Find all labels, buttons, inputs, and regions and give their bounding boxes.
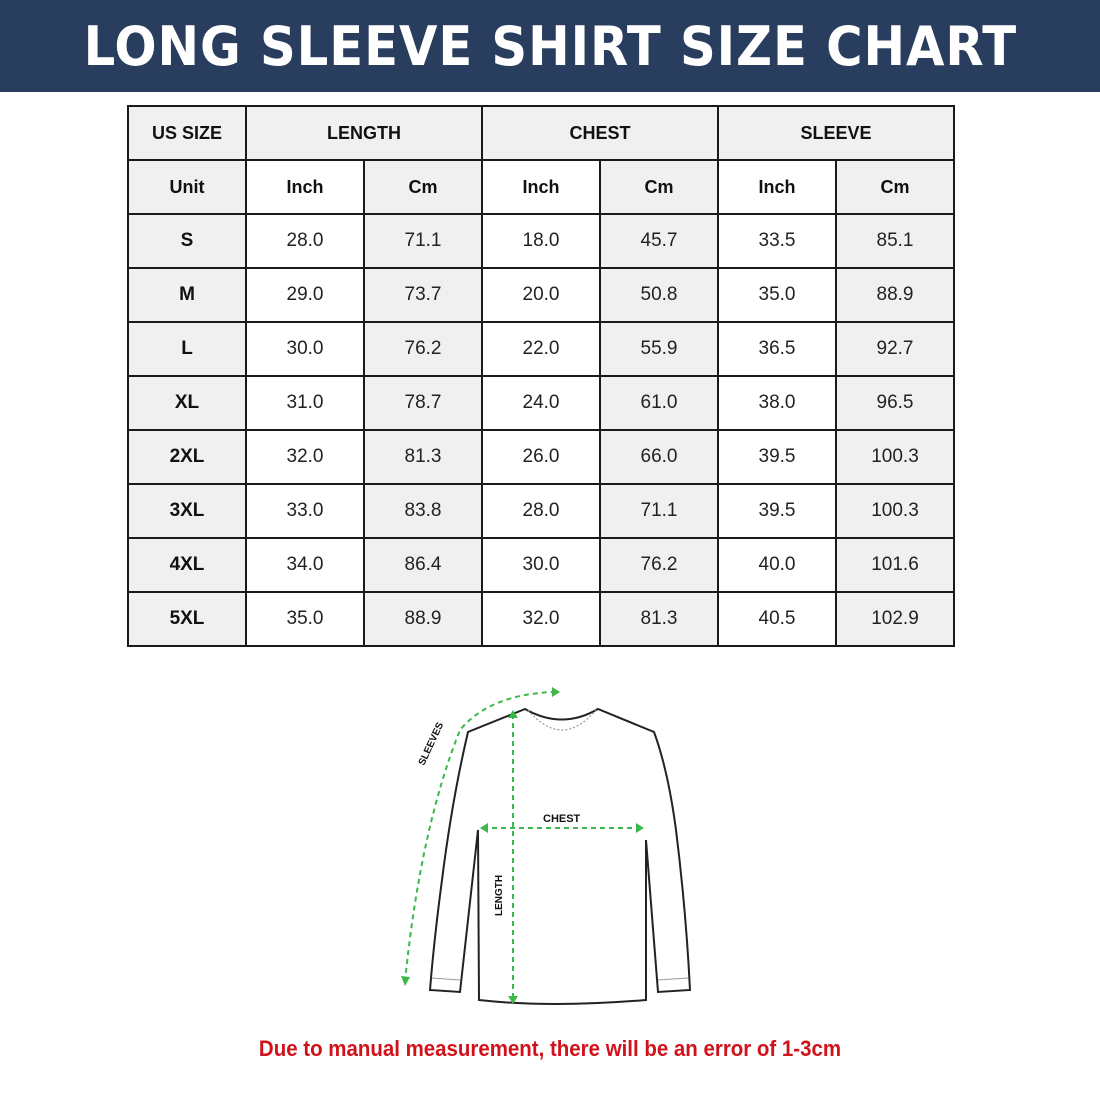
value-cell: 100.3 bbox=[835, 483, 955, 539]
value-cell: 20.0 bbox=[481, 267, 601, 323]
header-sleeve: SLEEVE bbox=[717, 105, 955, 161]
table-row: 3XL 33.0 83.8 28.0 71.1 39.5 100.3 bbox=[127, 483, 955, 539]
value-cell: 50.8 bbox=[599, 267, 719, 323]
size-cell: XL bbox=[127, 375, 247, 431]
unit-row: Unit Inch Cm Inch Cm Inch Cm bbox=[127, 159, 955, 215]
header-chest: CHEST bbox=[481, 105, 719, 161]
size-cell: M bbox=[127, 267, 247, 323]
value-cell: 22.0 bbox=[481, 321, 601, 377]
value-cell: 32.0 bbox=[245, 429, 365, 485]
value-cell: 86.4 bbox=[363, 537, 483, 593]
table-header-row: US SIZE LENGTH CHEST SLEEVE bbox=[127, 105, 955, 161]
size-cell: 2XL bbox=[127, 429, 247, 485]
shirt-outline-icon bbox=[428, 707, 692, 1005]
measurement-note: Due to manual measurement, there will be… bbox=[258, 1036, 842, 1061]
value-cell: 30.0 bbox=[481, 537, 601, 593]
table-row: 5XL 35.0 88.9 32.0 81.3 40.5 102.9 bbox=[127, 591, 955, 647]
value-cell: 35.0 bbox=[245, 591, 365, 647]
value-cell: 39.5 bbox=[717, 429, 837, 485]
unit-cell: Inch bbox=[245, 159, 365, 215]
value-cell: 38.0 bbox=[717, 375, 837, 431]
value-cell: 81.3 bbox=[363, 429, 483, 485]
table-row: XL 31.0 78.7 24.0 61.0 38.0 96.5 bbox=[127, 375, 955, 431]
unit-label: Unit bbox=[127, 159, 247, 215]
value-cell: 28.0 bbox=[481, 483, 601, 539]
page-title: LONG SLEEVE SHIRT SIZE CHART bbox=[83, 14, 1017, 78]
value-cell: 76.2 bbox=[599, 537, 719, 593]
value-cell: 102.9 bbox=[835, 591, 955, 647]
value-cell: 40.5 bbox=[717, 591, 837, 647]
value-cell: 35.0 bbox=[717, 267, 837, 323]
value-cell: 55.9 bbox=[599, 321, 719, 377]
value-cell: 88.9 bbox=[363, 591, 483, 647]
value-cell: 66.0 bbox=[599, 429, 719, 485]
value-cell: 32.0 bbox=[481, 591, 601, 647]
value-cell: 96.5 bbox=[835, 375, 955, 431]
value-cell: 76.2 bbox=[363, 321, 483, 377]
sleeves-label: SLEEVES bbox=[417, 721, 447, 768]
header-us-size: US SIZE bbox=[127, 105, 247, 161]
value-cell: 78.7 bbox=[363, 375, 483, 431]
value-cell: 34.0 bbox=[245, 537, 365, 593]
size-cell: 5XL bbox=[127, 591, 247, 647]
value-cell: 71.1 bbox=[599, 483, 719, 539]
value-cell: 45.7 bbox=[599, 213, 719, 269]
value-cell: 85.1 bbox=[835, 213, 955, 269]
length-label: LENGTH bbox=[494, 875, 505, 916]
value-cell: 61.0 bbox=[599, 375, 719, 431]
value-cell: 71.1 bbox=[363, 213, 483, 269]
table-row: 2XL 32.0 81.3 26.0 66.0 39.5 100.3 bbox=[127, 429, 955, 485]
value-cell: 28.0 bbox=[245, 213, 365, 269]
size-table: US SIZE LENGTH CHEST SLEEVE Unit Inch Cm In… bbox=[127, 105, 955, 647]
value-cell: 30.0 bbox=[245, 321, 365, 377]
table-row: 4XL 34.0 86.4 30.0 76.2 40.0 101.6 bbox=[127, 537, 955, 593]
table-row: M 29.0 73.7 20.0 50.8 35.0 88.9 bbox=[127, 267, 955, 323]
shirt-diagram: SLEEVES CHEST LENGTH bbox=[401, 687, 692, 1005]
header-length: LENGTH bbox=[245, 105, 483, 161]
title-banner: LONG SLEEVE SHIRT SIZE CHART bbox=[0, 0, 1100, 92]
table-row: S 28.0 71.1 18.0 45.7 33.5 85.1 bbox=[127, 213, 955, 269]
value-cell: 29.0 bbox=[245, 267, 365, 323]
value-cell: 39.5 bbox=[717, 483, 837, 539]
measure-lines bbox=[404, 691, 640, 1000]
unit-cell: Cm bbox=[363, 159, 483, 215]
size-cell: 3XL bbox=[127, 483, 247, 539]
value-cell: 81.3 bbox=[599, 591, 719, 647]
value-cell: 31.0 bbox=[245, 375, 365, 431]
value-cell: 33.0 bbox=[245, 483, 365, 539]
size-cell: S bbox=[127, 213, 247, 269]
unit-cell: Inch bbox=[717, 159, 837, 215]
arrow-icons bbox=[401, 687, 644, 1004]
unit-cell: Cm bbox=[599, 159, 719, 215]
table-row: L 30.0 76.2 22.0 55.9 36.5 92.7 bbox=[127, 321, 955, 377]
value-cell: 100.3 bbox=[835, 429, 955, 485]
size-cell: 4XL bbox=[127, 537, 247, 593]
unit-cell: Cm bbox=[835, 159, 955, 215]
value-cell: 92.7 bbox=[835, 321, 955, 377]
value-cell: 26.0 bbox=[481, 429, 601, 485]
value-cell: 24.0 bbox=[481, 375, 601, 431]
chest-label: CHEST bbox=[543, 813, 581, 825]
value-cell: 101.6 bbox=[835, 537, 955, 593]
size-cell: L bbox=[127, 321, 247, 377]
value-cell: 83.8 bbox=[363, 483, 483, 539]
value-cell: 88.9 bbox=[835, 267, 955, 323]
value-cell: 40.0 bbox=[717, 537, 837, 593]
value-cell: 36.5 bbox=[717, 321, 837, 377]
unit-cell: Inch bbox=[481, 159, 601, 215]
value-cell: 33.5 bbox=[717, 213, 837, 269]
value-cell: 18.0 bbox=[481, 213, 601, 269]
value-cell: 73.7 bbox=[363, 267, 483, 323]
